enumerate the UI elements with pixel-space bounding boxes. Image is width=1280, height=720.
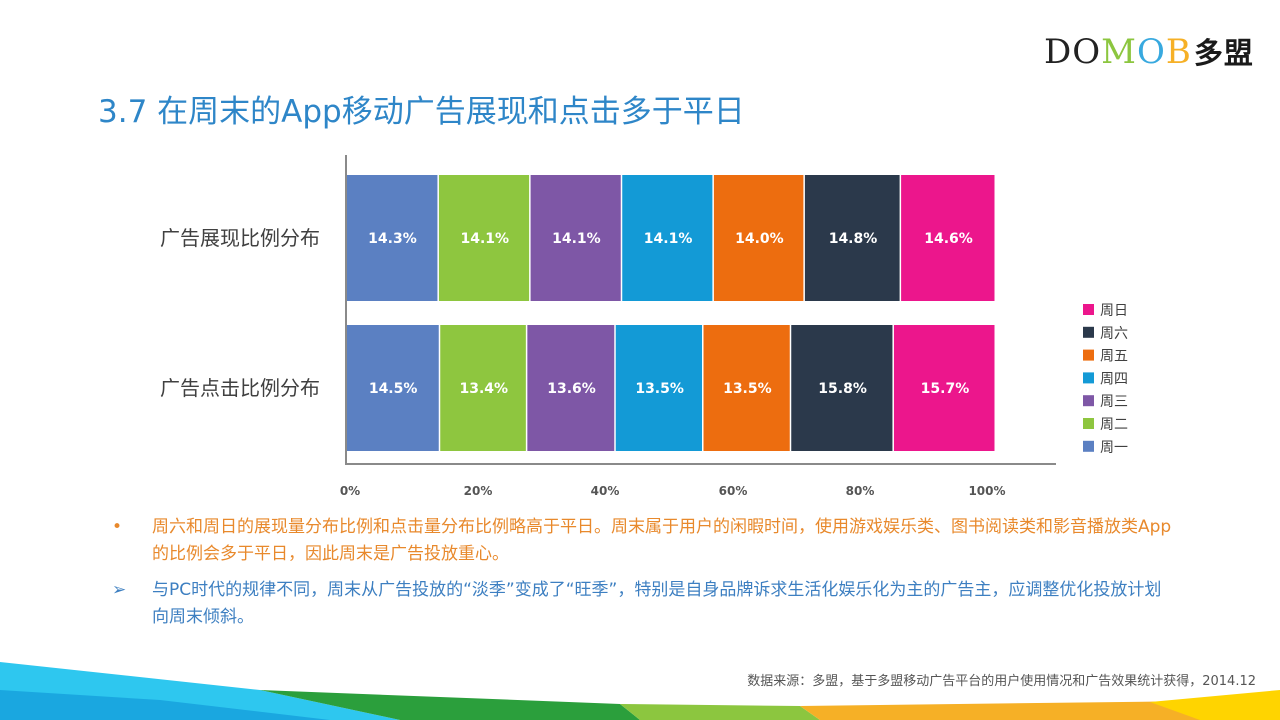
bar-click-7	[893, 325, 995, 451]
bar-impression-1	[346, 175, 438, 301]
bar-impression-2	[438, 175, 530, 301]
legend-label: 周三	[1100, 394, 1128, 410]
bullet-text: 与PC时代的规律不同，周末从广告投放的“淡季”变成了“旺季”，特别是自身品牌诉求…	[152, 580, 1162, 627]
legend-swatch	[1083, 418, 1094, 429]
legend-label: 周日	[1100, 303, 1128, 319]
bar-impression-3	[530, 175, 621, 301]
data-label: 15.8%	[818, 381, 867, 397]
bar-click-3	[527, 325, 615, 451]
category-label: 广告展现比例分布	[160, 226, 320, 250]
bar-impression-5	[713, 175, 804, 301]
page-title: 3.7 在周末的App移动广告展现和点击多于平日	[98, 94, 745, 130]
bar-click-6	[791, 325, 893, 451]
decor-band-yellow	[1150, 690, 1280, 720]
legend-swatch	[1083, 372, 1094, 384]
data-label: 13.4%	[460, 381, 509, 397]
bar-impression-6	[804, 175, 900, 301]
bullet-item-pc-comparison: ➢ 与PC时代的规律不同，周末从广告投放的“淡季”变成了“旺季”，特别是自身品牌…	[112, 577, 1172, 631]
bullet-text: 周六和周日的展现量分布比例和点击量分布比例略高于平日。周末属于用户的闲暇时间，使…	[152, 517, 1172, 564]
legend-swatch	[1083, 349, 1094, 361]
bullet-dot-icon: •	[112, 517, 123, 537]
decor-band-green	[260, 690, 640, 720]
data-label: 14.8%	[829, 231, 878, 247]
data-label: 14.1%	[460, 231, 509, 247]
arrow-bullet-icon: ➢	[112, 580, 127, 600]
decor-band-blue	[0, 690, 330, 720]
x-tick-label: 80%	[846, 484, 875, 498]
legend-label: 周六	[1100, 326, 1128, 342]
category-label: 广告点击比例分布	[160, 376, 320, 400]
legend-label: 周一	[1100, 440, 1128, 456]
data-label: 14.5%	[369, 381, 418, 397]
x-tick-label: 60%	[719, 484, 748, 498]
bullet-item-weekend-ratio: • 周六和周日的展现量分布比例和点击量分布比例略高于平日。周末属于用户的闲暇时间…	[112, 514, 1172, 568]
data-label: 15.7%	[921, 381, 970, 397]
bar-impression-7	[901, 175, 995, 301]
data-label: 13.6%	[547, 381, 596, 397]
data-label: 14.3%	[368, 231, 417, 247]
bar-click-5	[703, 325, 790, 451]
domob-logo: DOMOB多盟	[1044, 30, 1254, 72]
legend-swatch	[1083, 395, 1094, 407]
x-tick-label: 20%	[464, 484, 493, 498]
x-tick-label: 100%	[968, 484, 1005, 498]
legend-swatch	[1083, 326, 1094, 338]
data-label: 14.0%	[735, 231, 784, 247]
logo-letter-o1: O	[1072, 32, 1102, 72]
logo-letter-b: B	[1165, 32, 1192, 72]
legend-swatch	[1083, 440, 1094, 452]
legend-swatch	[1083, 304, 1094, 315]
data-label: 14.1%	[644, 231, 693, 247]
bullet-list: • 周六和周日的展现量分布比例和点击量分布比例略高于平日。周末属于用户的闲暇时间…	[112, 514, 1172, 640]
logo-chinese: 多盟	[1193, 36, 1254, 70]
x-tick-label: 0%	[340, 484, 360, 498]
data-label: 13.5%	[635, 381, 684, 397]
bar-click-2	[440, 325, 526, 451]
data-label: 13.5%	[723, 381, 772, 397]
bar-click-4	[615, 325, 702, 451]
decor-band-lightgreen	[620, 704, 820, 720]
data-label: 14.6%	[924, 231, 973, 247]
logo-letter-d: D	[1044, 32, 1073, 72]
data-source-note: 数据来源：多盟，基于多盟移动广告平台的用户使用情况和广告效果统计获得，2014.…	[747, 674, 1256, 689]
logo-letter-o2: O	[1136, 32, 1166, 72]
logo-letter-m: M	[1101, 32, 1137, 72]
legend-label: 周五	[1100, 349, 1128, 365]
data-label: 14.1%	[552, 231, 601, 247]
legend-label: 周四	[1100, 371, 1128, 387]
x-tick-label: 40%	[591, 484, 620, 498]
bar-impression-4	[622, 175, 713, 301]
bar-click-1	[346, 325, 439, 451]
legend-label: 周二	[1100, 417, 1128, 433]
